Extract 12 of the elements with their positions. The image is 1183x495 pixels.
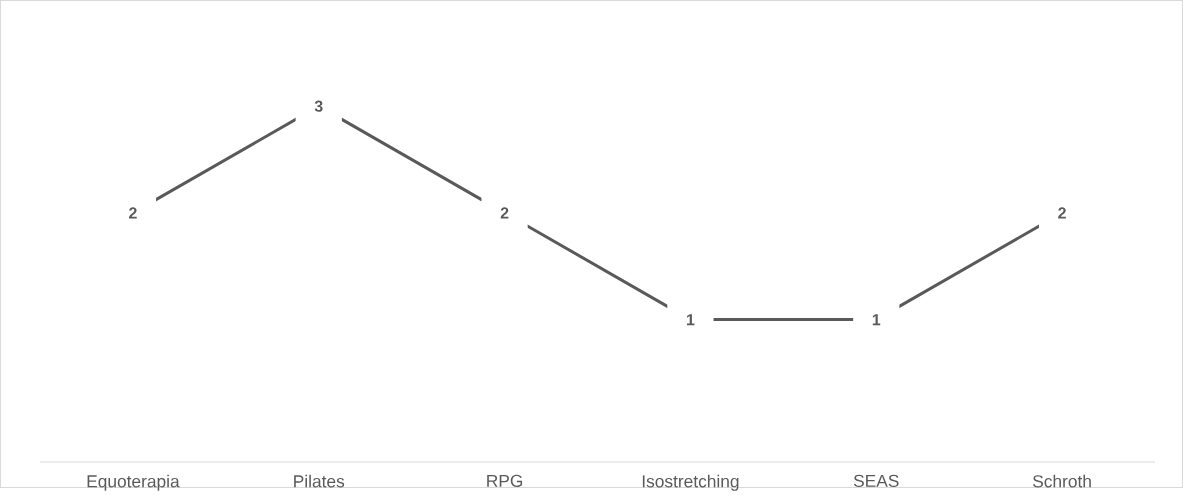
data-label: 2	[500, 207, 509, 219]
x-tick-label: Isostretching	[642, 474, 739, 491]
data-label: 2	[129, 207, 137, 219]
data-label: 2	[1058, 207, 1066, 219]
data-label: 1	[872, 313, 881, 325]
x-tick-label: RPG	[487, 474, 523, 487]
x-tick-label: SEAS	[853, 474, 899, 487]
data-label: 1	[686, 313, 695, 325]
x-tick-label: Equoterapia	[87, 474, 180, 491]
x-tick-label: Schroth	[1033, 474, 1091, 488]
data-label: 3	[314, 100, 323, 112]
x-tick-label: Pilates	[294, 474, 345, 488]
